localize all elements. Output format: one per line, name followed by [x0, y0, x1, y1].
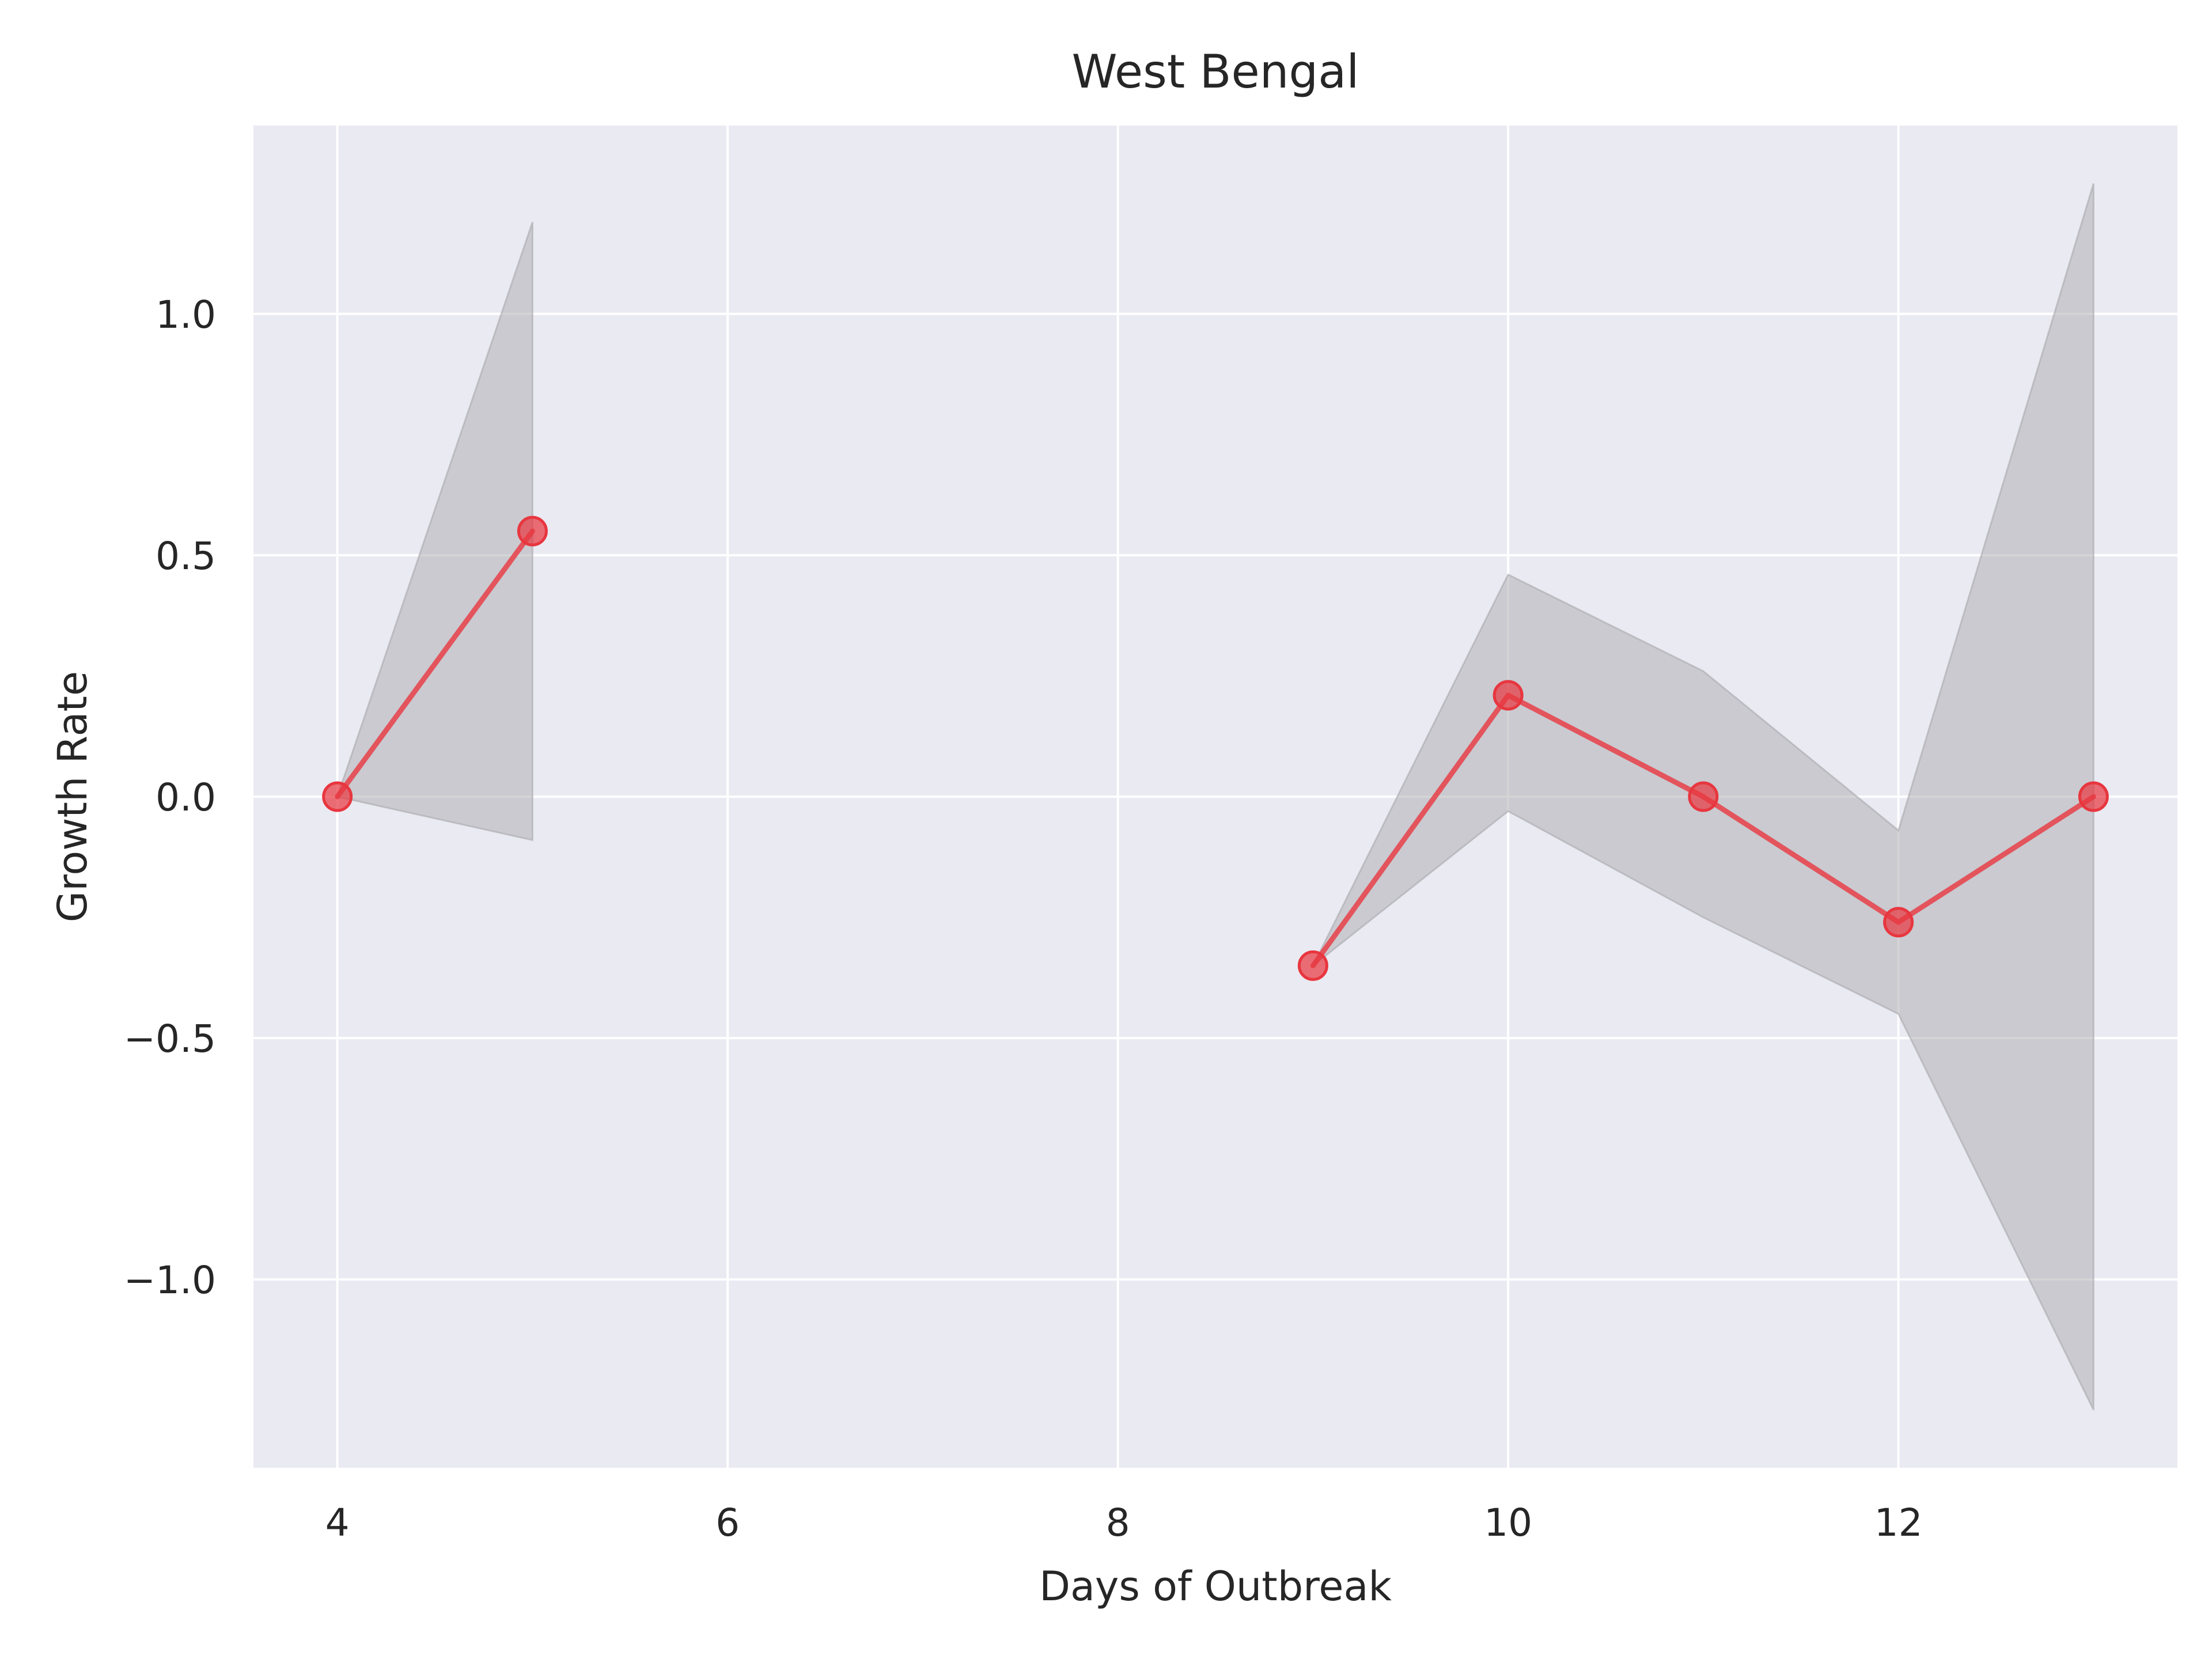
- chart-title: West Bengal: [1072, 45, 1359, 99]
- y-tick-label: −1.0: [124, 1258, 216, 1302]
- data-point: [2078, 781, 2109, 812]
- x-tick-label: 12: [1874, 1501, 1923, 1545]
- grid: [253, 126, 2177, 1468]
- y-tick-labels: 1.0 0.5 0.0 −0.5 −1.0: [124, 293, 216, 1302]
- x-axis-label: Days of Outbreak: [1039, 1563, 1392, 1610]
- data-point: [1883, 907, 1914, 938]
- x-tick-label: 8: [1106, 1501, 1130, 1545]
- y-tick-label: 1.0: [156, 293, 216, 337]
- y-tick-label: −0.5: [124, 1017, 216, 1061]
- y-tick-label: 0.5: [156, 534, 216, 578]
- series-line: [335, 528, 535, 800]
- y-tick-label: 0.0: [156, 775, 216, 820]
- data-point: [517, 516, 548, 547]
- series-markers: [322, 516, 2109, 981]
- y-axis-label: Growth Rate: [49, 671, 96, 922]
- data-point: [1688, 781, 1719, 812]
- x-tick-label: 4: [325, 1501, 350, 1545]
- x-tick-labels: 4 6 8 10 12: [325, 1501, 1923, 1545]
- data-point: [1493, 680, 1524, 711]
- data-point: [322, 781, 353, 812]
- data-point: [1297, 950, 1328, 981]
- x-tick-label: 10: [1484, 1501, 1532, 1545]
- x-tick-label: 6: [715, 1501, 740, 1545]
